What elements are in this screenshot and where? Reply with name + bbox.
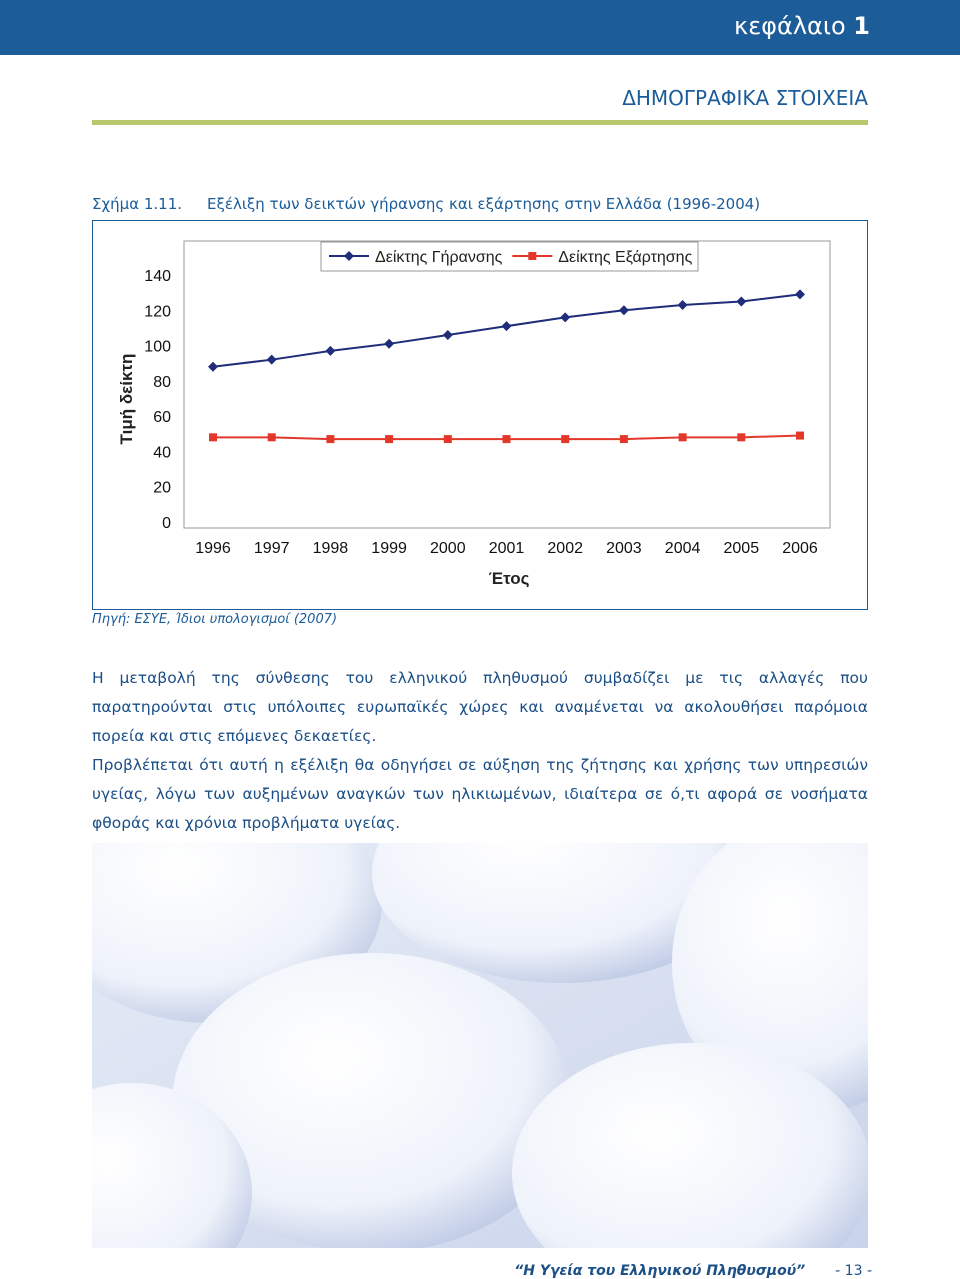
data-point (737, 433, 746, 442)
x-tick-label: 2001 (489, 540, 525, 557)
data-point (208, 361, 218, 372)
legend-label: Δείκτης Εξάρτησης (558, 249, 692, 266)
y-tick-label: 60 (153, 409, 171, 426)
chapter-number: 1 (853, 12, 870, 40)
data-point (209, 433, 217, 442)
data-point (267, 433, 276, 442)
legend-box (320, 241, 699, 272)
paragraph: Η μεταβολή της σύνθεσης του ελληνικού πλ… (92, 669, 868, 745)
legend-label: Δείκτης Γήρανσης (375, 249, 503, 266)
data-point (266, 354, 277, 365)
header-bar (0, 0, 960, 55)
data-point (736, 296, 747, 307)
x-tick-label: 2006 (782, 540, 818, 557)
data-point (501, 321, 512, 332)
data-point (325, 345, 336, 356)
y-tick-label: 20 (153, 480, 171, 497)
data-point (528, 252, 537, 260)
x-tick-label: 2003 (606, 540, 642, 557)
data-point (561, 435, 570, 444)
rule (92, 120, 868, 125)
footer-title: “Η Υγεία του Ελληνικού Πληθυσμού” (514, 1263, 806, 1279)
data-point (795, 289, 805, 300)
data-point (385, 435, 394, 444)
x-tick-label: 1997 (254, 540, 290, 557)
x-tick-label: 2005 (724, 540, 760, 557)
y-tick-label: 120 (144, 303, 171, 320)
x-tick-label: 2000 (430, 540, 466, 557)
chart-frame: 0 20 40 60 80 100 120 140 1996 1997 1998 1999 2000 20… (92, 220, 868, 610)
x-axis-label: Έτος (489, 569, 530, 588)
plot-area (183, 240, 831, 529)
figure-label: Σχήμα 1.11. (92, 195, 183, 213)
body-text: Η μεταβολή της σύνθεσης του ελληνικού πλ… (92, 664, 868, 838)
data-point (618, 305, 629, 316)
x-tick-label: 1996 (195, 540, 231, 557)
page-number: - 13 - (835, 1263, 872, 1279)
section-title: ΔΗΜΟΓΡΑΦΙΚΑ ΣΤΟΙΧΕΙΑ (622, 86, 868, 110)
y-tick-label: 80 (153, 374, 171, 391)
data-point (796, 431, 804, 440)
x-tick-label: 2004 (665, 540, 701, 557)
data-point (344, 251, 354, 261)
y-tick-label: 0 (162, 515, 171, 532)
footer: “Η Υγεία του Ελληνικού Πληθυσμού” - 13 - (514, 1263, 872, 1279)
chapter: κεφάλαιο 1 (734, 12, 870, 40)
data-point (443, 435, 452, 444)
data-point (442, 329, 453, 340)
data-point (560, 312, 571, 323)
figure-source: Πηγή: ΕΣΥΕ, Ίδιοι υπολογισμοί (2007) (92, 612, 338, 627)
x-tick-label: 1999 (371, 540, 407, 557)
data-point (677, 299, 688, 310)
y-axis-label: Τιμή δείκτη (117, 354, 136, 445)
y-tick-label: 140 (144, 268, 171, 285)
data-point (678, 433, 687, 442)
figure-caption: Εξέλιξη των δεικτών γήρανσης και εξάρτησ… (207, 195, 761, 213)
data-point (384, 338, 395, 349)
data-point (502, 435, 511, 444)
paragraph: Προβλέπεται ότι αυτή η εξέλιξη θα οδηγήσ… (92, 756, 868, 832)
data-point (326, 435, 335, 444)
photo (92, 843, 868, 1248)
y-tick-label: 100 (144, 339, 171, 356)
x-tick-label: 1998 (313, 540, 349, 557)
x-tick-label: 2002 (547, 540, 583, 557)
y-tick-label: 40 (153, 444, 171, 461)
chart: 0 20 40 60 80 100 120 140 1996 1997 1998 1999 2000 20… (117, 240, 831, 588)
chapter-label: κεφάλαιο (734, 12, 846, 40)
data-point (619, 435, 628, 444)
